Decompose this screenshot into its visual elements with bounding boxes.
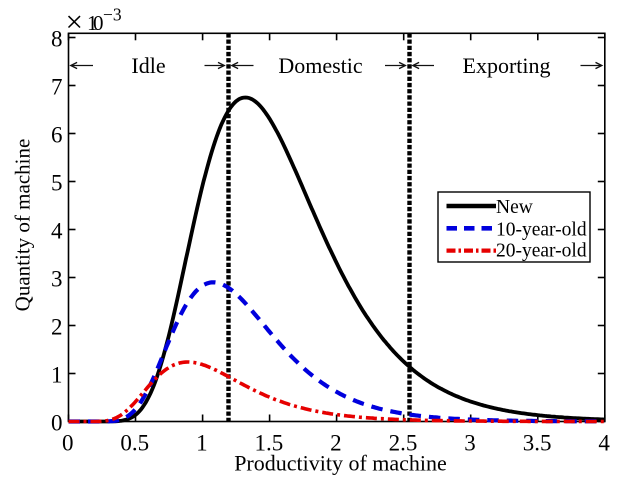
svg-text:1.5: 1.5 bbox=[255, 431, 284, 456]
svg-text:−3: −3 bbox=[103, 4, 122, 24]
svg-text:3: 3 bbox=[464, 431, 476, 456]
svg-text:1: 1 bbox=[51, 363, 63, 388]
svg-text:8: 8 bbox=[51, 27, 63, 52]
svg-text:Exporting: Exporting bbox=[463, 53, 551, 78]
svg-text:1: 1 bbox=[87, 11, 98, 35]
svg-text:7: 7 bbox=[51, 75, 63, 100]
svg-text:5: 5 bbox=[51, 171, 63, 196]
svg-text:0: 0 bbox=[62, 431, 74, 456]
svg-text:Domestic: Domestic bbox=[278, 53, 363, 78]
svg-text:0.5: 0.5 bbox=[120, 431, 149, 456]
svg-text:4: 4 bbox=[51, 219, 63, 244]
svg-text:2: 2 bbox=[51, 315, 63, 340]
svg-text:10-year-old: 10-year-old bbox=[496, 219, 587, 240]
svg-text:6: 6 bbox=[51, 123, 63, 148]
svg-text:0: 0 bbox=[51, 411, 63, 436]
svg-text:4: 4 bbox=[598, 431, 610, 456]
svg-text:1: 1 bbox=[196, 431, 208, 456]
svg-text:Quantity of machine: Quantity of machine bbox=[11, 139, 35, 312]
svg-text:2: 2 bbox=[330, 431, 342, 456]
svg-text:20-year-old: 20-year-old bbox=[496, 241, 587, 262]
svg-text:New: New bbox=[496, 197, 533, 218]
svg-text:2.5: 2.5 bbox=[389, 431, 418, 456]
svg-text:3: 3 bbox=[51, 267, 63, 292]
svg-text:0: 0 bbox=[93, 11, 104, 35]
svg-text:Productivity of machine: Productivity of machine bbox=[234, 451, 447, 476]
svg-text:×: × bbox=[66, 4, 83, 39]
svg-text:Idle: Idle bbox=[131, 53, 165, 78]
svg-text:3.5: 3.5 bbox=[523, 431, 552, 456]
